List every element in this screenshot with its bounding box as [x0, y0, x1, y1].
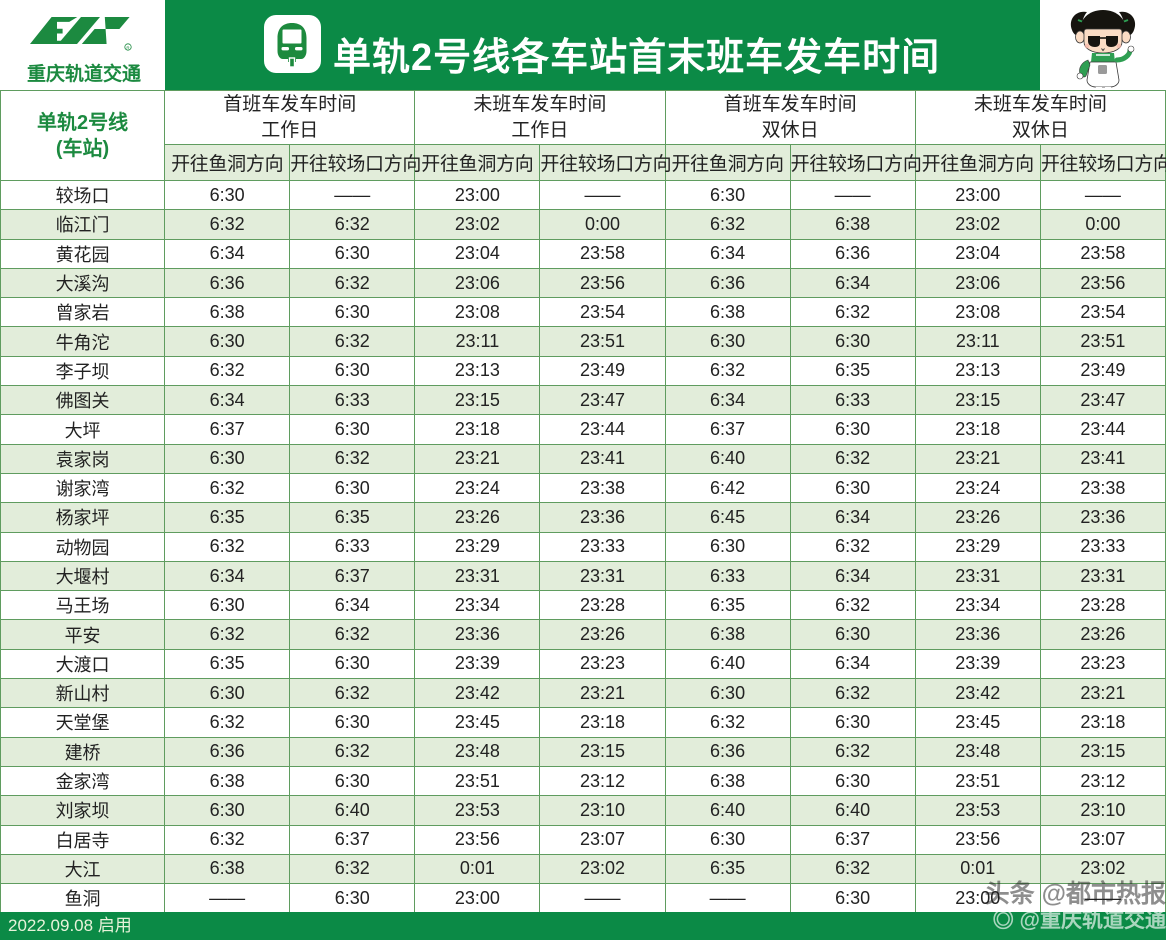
svg-text:R: R	[126, 45, 129, 50]
svg-text:重庆轨道交通: 重庆轨道交通	[27, 62, 142, 85]
